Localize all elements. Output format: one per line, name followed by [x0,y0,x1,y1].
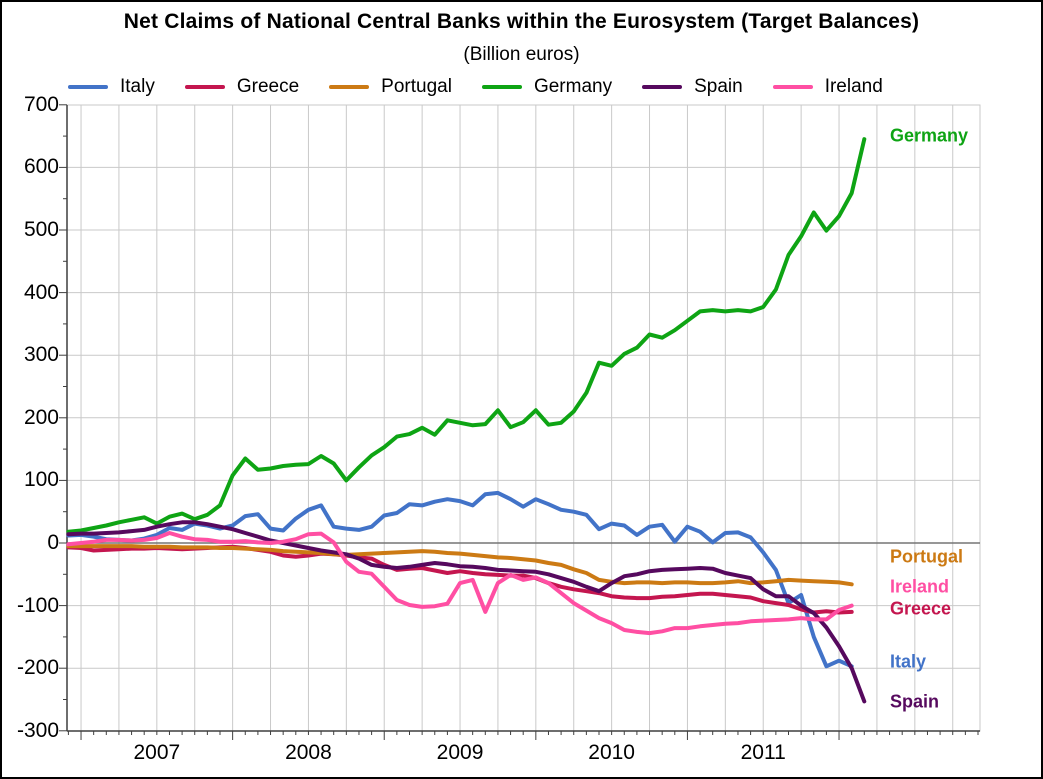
y-tick-label: 600 [23,155,59,179]
legend-label: Greece [236,76,300,97]
legend-line-icon [642,85,683,89]
legend-label: Germany [533,76,613,97]
y-tick-label: 700 [23,92,59,116]
series-line-ireland [66,531,854,636]
legend: Italy Greece Portugal Germany Spain Ireland [68,74,883,100]
y-tick-label: 100 [23,468,59,492]
y-tick-label: -200 [16,656,59,680]
x-tick-label: 2011 [740,741,786,764]
series-line-germany [66,137,867,534]
legend-label: Italy [120,76,155,97]
legend-line-icon [481,85,522,89]
legend-item-greece: Greece [184,76,300,98]
legend-item-ireland: Ireland [772,76,883,98]
series-end-label-ireland: Ireland [890,576,950,597]
y-tick-label: 500 [23,218,59,241]
y-tick-label: 0 [47,531,59,554]
x-tick-label: 2008 [285,741,332,764]
legend-line-icon [68,85,108,89]
chart-title: Net Claims of National Central Banks wit… [123,10,920,33]
series-line-spain [66,520,867,704]
x-tick-label: 2010 [588,741,635,764]
y-tick-label: -300 [16,718,59,742]
legend-label: Spain [694,76,743,97]
y-tick-label: 300 [23,343,59,367]
legend-item-germany: Germany [481,76,613,98]
legend-line-icon [329,85,370,89]
y-tick-label: -100 [16,593,59,617]
legend-line-icon [772,85,813,89]
legend-line-icon [184,85,225,89]
series-end-label-italy: Italy [890,651,927,672]
x-tick-label: 2007 [133,741,181,764]
legend-label: Portugal [381,76,452,97]
legend-item-spain: Spain [642,76,743,98]
legend-label: Ireland [824,76,883,97]
x-tick-label: 2009 [436,741,484,764]
series-end-label-portugal: Portugal [890,546,964,567]
chart-subtitle: (Billion euros) [463,44,580,65]
series-end-label-spain: Spain [890,691,940,712]
series-end-label-greece: Greece [890,598,952,619]
series-line-portugal [66,544,854,587]
y-tick-label: 200 [23,405,59,429]
series-end-label-germany: Germany [890,125,969,146]
legend-item-portugal: Portugal [329,76,452,98]
legend-item-italy: Italy [68,76,155,98]
y-tick-label: 400 [23,280,59,304]
